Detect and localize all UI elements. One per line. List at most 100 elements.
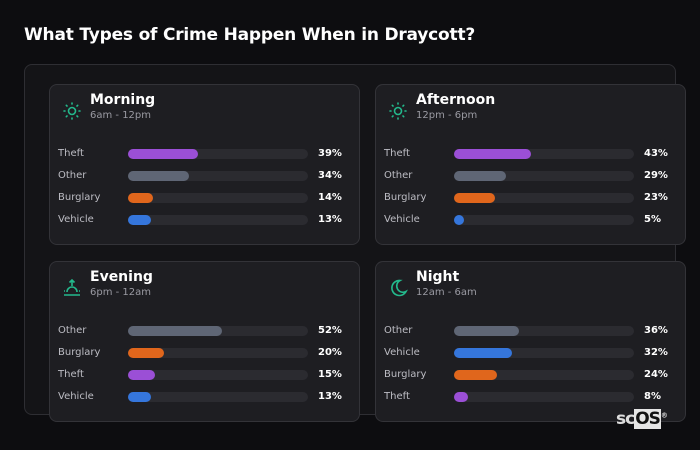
bar-track bbox=[128, 370, 308, 380]
sun-icon bbox=[388, 101, 408, 121]
bar-vehicle bbox=[128, 215, 152, 225]
bar-theft bbox=[128, 149, 199, 159]
value-label: 5% bbox=[644, 214, 661, 225]
bar-row: Burglary 20% bbox=[58, 346, 348, 360]
category-label: Other bbox=[58, 325, 87, 336]
scos-logo: scOS® bbox=[616, 409, 668, 429]
bar-burglary bbox=[454, 193, 496, 203]
bar-track bbox=[454, 149, 634, 159]
bar-row: Vehicle 13% bbox=[58, 213, 348, 227]
bar-track bbox=[128, 392, 308, 402]
value-label: 52% bbox=[318, 325, 342, 336]
value-label: 39% bbox=[318, 148, 342, 159]
bar-vehicle bbox=[128, 392, 152, 402]
category-label: Other bbox=[384, 325, 413, 336]
category-label: Theft bbox=[58, 148, 84, 159]
category-label: Burglary bbox=[384, 192, 427, 203]
value-label: 34% bbox=[318, 170, 342, 181]
card-title: Afternoon bbox=[416, 92, 496, 108]
card-subtitle: 6am - 12pm bbox=[90, 110, 152, 121]
value-label: 15% bbox=[318, 369, 342, 380]
bar-track bbox=[128, 149, 308, 159]
sun-icon bbox=[62, 101, 82, 121]
bar-track bbox=[128, 326, 308, 336]
page-title: What Types of Crime Happen When in Drayc… bbox=[24, 25, 476, 45]
bar-row: Theft 8% bbox=[384, 390, 674, 404]
category-label: Other bbox=[58, 170, 87, 181]
bar-track bbox=[128, 171, 308, 181]
value-label: 20% bbox=[318, 347, 342, 358]
value-label: 23% bbox=[644, 192, 668, 203]
bar-other bbox=[128, 171, 190, 181]
category-label: Vehicle bbox=[384, 214, 420, 225]
logo-box: OS bbox=[634, 409, 661, 429]
value-label: 13% bbox=[318, 214, 342, 225]
card-title: Evening bbox=[90, 269, 153, 285]
category-label: Vehicle bbox=[58, 391, 94, 402]
logo-mark: ® bbox=[660, 411, 668, 420]
value-label: 29% bbox=[644, 170, 668, 181]
category-label: Vehicle bbox=[384, 347, 420, 358]
bar-row: Other 34% bbox=[58, 169, 348, 183]
value-label: 8% bbox=[644, 391, 661, 402]
bar-burglary bbox=[454, 370, 498, 380]
value-label: 36% bbox=[644, 325, 668, 336]
value-label: 24% bbox=[644, 369, 668, 380]
category-label: Theft bbox=[58, 369, 84, 380]
bar-row: Burglary 14% bbox=[58, 191, 348, 205]
bar-track bbox=[454, 348, 634, 358]
bar-vehicle bbox=[454, 215, 464, 225]
bar-track bbox=[454, 370, 634, 380]
bar-track bbox=[128, 193, 308, 203]
bar-row: Vehicle 5% bbox=[384, 213, 674, 227]
bar-track bbox=[454, 326, 634, 336]
category-label: Theft bbox=[384, 148, 410, 159]
category-label: Burglary bbox=[58, 347, 101, 358]
bar-vehicle bbox=[454, 348, 512, 358]
bar-row: Other 52% bbox=[58, 324, 348, 338]
bar-row: Theft 43% bbox=[384, 147, 674, 161]
category-label: Burglary bbox=[384, 369, 427, 380]
bar-track bbox=[128, 348, 308, 358]
sunset-icon bbox=[62, 278, 82, 298]
bar-other bbox=[454, 171, 507, 181]
bar-row: Vehicle 32% bbox=[384, 346, 674, 360]
value-label: 14% bbox=[318, 192, 342, 203]
bar-track bbox=[454, 171, 634, 181]
bar-theft bbox=[128, 370, 155, 380]
card-morning: Morning 6am - 12pm Theft 39% Other 34% B… bbox=[49, 84, 360, 245]
bar-theft bbox=[454, 149, 532, 159]
bar-other bbox=[454, 326, 519, 336]
card-evening: Evening 6pm - 12am Other 52% Burglary 20… bbox=[49, 261, 360, 422]
logo-prefix: sc bbox=[616, 409, 635, 429]
bar-row: Other 36% bbox=[384, 324, 674, 338]
card-subtitle: 6pm - 12am bbox=[90, 287, 152, 298]
bar-track bbox=[128, 215, 308, 225]
bar-row: Burglary 24% bbox=[384, 368, 674, 382]
category-label: Other bbox=[384, 170, 413, 181]
bar-row: Burglary 23% bbox=[384, 191, 674, 205]
card-subtitle: 12pm - 6pm bbox=[416, 110, 478, 121]
bar-row: Other 29% bbox=[384, 169, 674, 183]
bar-row: Vehicle 13% bbox=[58, 390, 348, 404]
bar-track bbox=[454, 193, 634, 203]
card-title: Morning bbox=[90, 92, 156, 108]
card-afternoon: Afternoon 12pm - 6pm Theft 43% Other 29%… bbox=[375, 84, 686, 245]
bar-burglary bbox=[128, 193, 154, 203]
category-label: Theft bbox=[384, 391, 410, 402]
card-title: Night bbox=[416, 269, 460, 285]
card-subtitle: 12am - 6am bbox=[416, 287, 477, 298]
bar-other bbox=[128, 326, 222, 336]
bar-burglary bbox=[128, 348, 164, 358]
bar-row: Theft 15% bbox=[58, 368, 348, 382]
value-label: 43% bbox=[644, 148, 668, 159]
category-label: Burglary bbox=[58, 192, 101, 203]
category-label: Vehicle bbox=[58, 214, 94, 225]
bar-track bbox=[454, 392, 634, 402]
bar-row: Theft 39% bbox=[58, 147, 348, 161]
bar-theft bbox=[454, 392, 469, 402]
bar-track bbox=[454, 215, 634, 225]
moon-icon bbox=[388, 278, 408, 298]
value-label: 32% bbox=[644, 347, 668, 358]
value-label: 13% bbox=[318, 391, 342, 402]
